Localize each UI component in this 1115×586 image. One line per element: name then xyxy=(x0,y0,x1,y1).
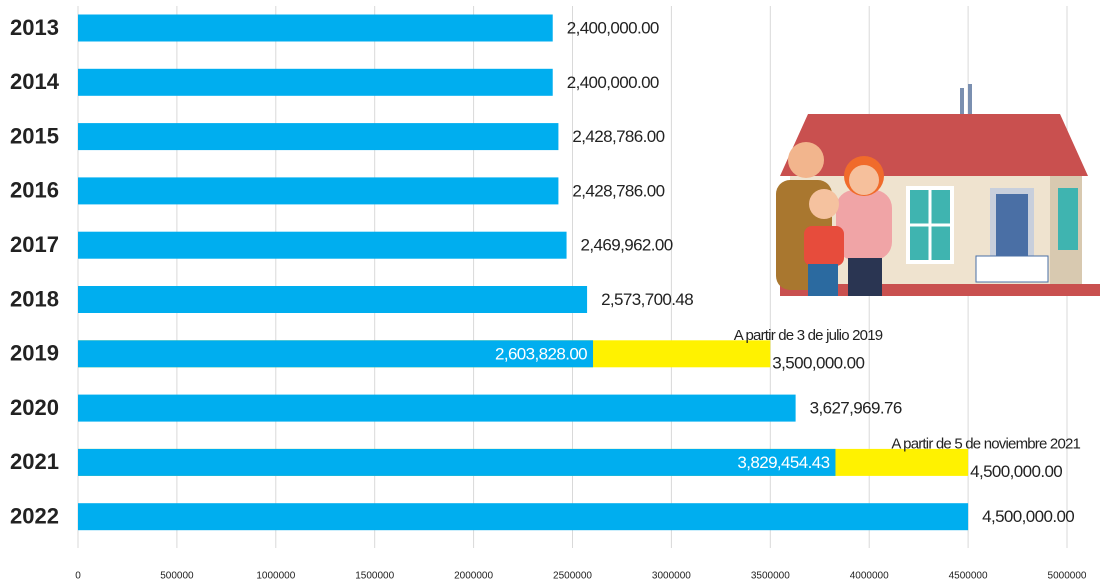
bar xyxy=(78,14,553,42)
x-tick-label: 3500000 xyxy=(751,571,790,582)
bar xyxy=(78,231,567,259)
y-tick-label: 2017 xyxy=(10,232,59,257)
bar xyxy=(78,68,553,96)
bar xyxy=(78,177,559,205)
y-tick-label: 2015 xyxy=(10,123,59,148)
bar-value-label: 2,603,828.00 xyxy=(495,344,587,363)
bar-annotation: A partir de 5 de noviembre 2021 xyxy=(891,435,1080,452)
bar-value-label: 3,829,454.43 xyxy=(737,453,829,472)
x-tick-label: 4500000 xyxy=(949,571,988,582)
bar xyxy=(78,123,559,151)
x-tick-label: 5000000 xyxy=(1048,571,1087,582)
bars: 2013 2,400,000.00 2014 2,400,000.00 2015 2,42… xyxy=(10,14,1081,531)
y-tick-label: 2020 xyxy=(10,395,59,420)
y-tick-label: 2022 xyxy=(10,504,59,529)
bar-value-label: 3,500,000.00 xyxy=(772,353,864,372)
x-tick-label: 4000000 xyxy=(850,571,889,582)
bar-value-label: 4,500,000.00 xyxy=(970,462,1062,481)
x-tick-label: 1500000 xyxy=(355,571,394,582)
bar-value-label: 2,428,786.00 xyxy=(572,127,664,146)
bar xyxy=(78,394,796,422)
bar-annotation: A partir de 3 de julio 2019 xyxy=(734,327,883,344)
x-tick-label: 2000000 xyxy=(454,571,493,582)
x-tick-label: 500000 xyxy=(160,571,194,582)
bar-value-label: 2,469,962.00 xyxy=(581,236,673,255)
bar xyxy=(78,448,836,476)
y-tick-label: 2013 xyxy=(10,15,59,40)
x-tick-label: 3000000 xyxy=(652,571,691,582)
x-tick-label: 2500000 xyxy=(553,571,592,582)
x-tick-label: 0 xyxy=(75,571,81,582)
y-tick-label: 2018 xyxy=(10,286,59,311)
bar-value-label: 3,627,969.76 xyxy=(810,399,902,418)
bar-value-label: 2,428,786.00 xyxy=(572,181,664,200)
bar-value-label: 2,400,000.00 xyxy=(567,73,659,92)
bar xyxy=(78,286,588,313)
bar-value-label: 4,500,000.00 xyxy=(982,507,1074,526)
x-tick-label: 1000000 xyxy=(256,571,295,582)
bar-value-label: 2,573,700.48 xyxy=(601,290,693,309)
bar xyxy=(78,503,969,531)
y-tick-label: 2014 xyxy=(10,69,60,94)
house-illustration xyxy=(776,84,1100,296)
bar xyxy=(78,340,594,368)
y-tick-label: 2021 xyxy=(10,449,59,474)
y-tick-label: 2019 xyxy=(10,341,59,366)
bar-value-label: 2,400,000.00 xyxy=(567,18,659,37)
y-tick-label: 2016 xyxy=(10,178,59,203)
